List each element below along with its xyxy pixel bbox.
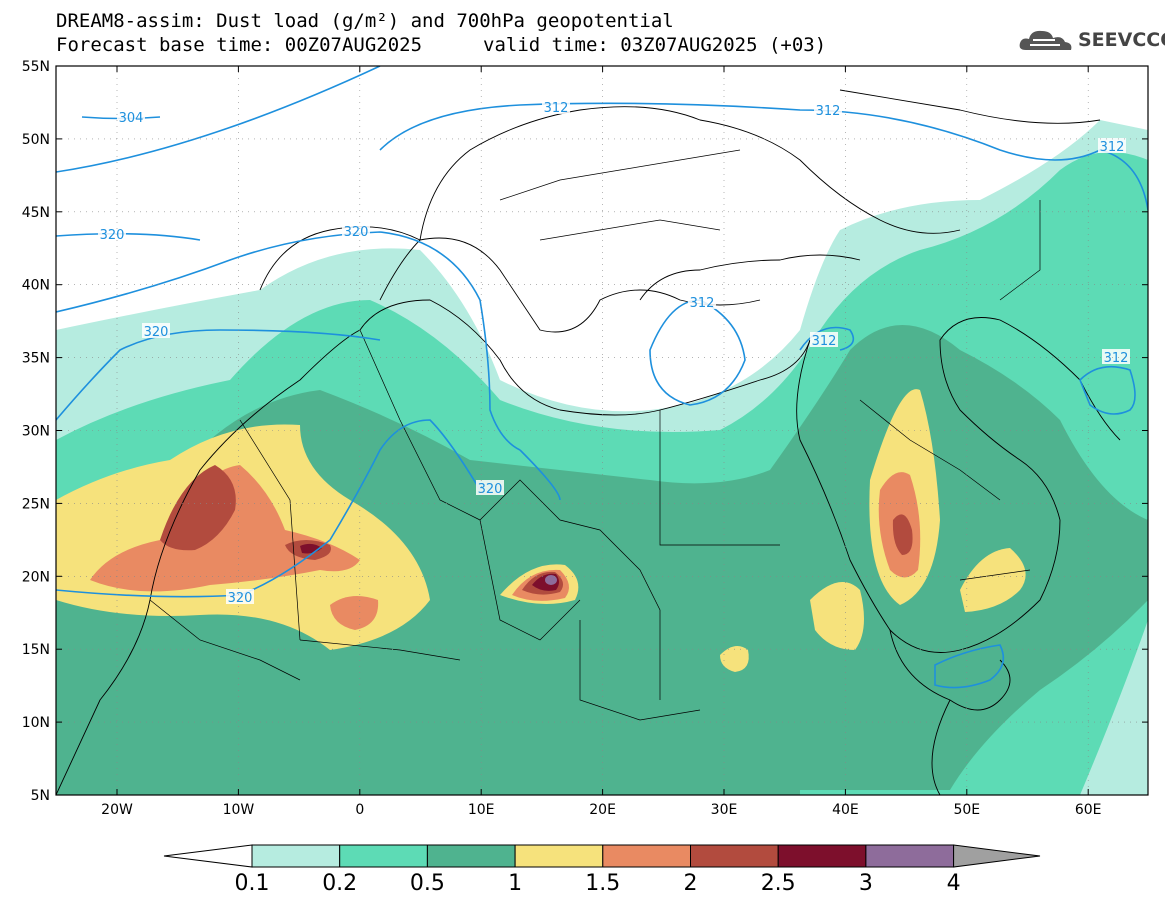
latitude-labels: 55N 50N 45N 40N 35N 30N 25N 20N 15N 10N 5N [22, 59, 1148, 804]
dust-level-0.5 [56, 325, 1148, 795]
lon-label: 30E [711, 802, 738, 818]
colorbar-min-arrow [163, 844, 253, 868]
dust-level-3 [545, 575, 557, 585]
colorbar-max-arrow [953, 844, 1041, 868]
colorbar-label: 0.2 [322, 871, 357, 896]
colorbar-label: 4 [947, 871, 961, 896]
lon-label: 10E [468, 802, 495, 818]
contour-label: 320 [144, 325, 169, 340]
lat-label: 40N [22, 278, 50, 294]
chart-title: DREAM8-assim: Dust load (g/m²) and 700hP… [56, 10, 674, 32]
longitude-labels: 20W 10W 0 10E 20E 30E 40E 50E 60E [101, 66, 1102, 818]
colorbar-swatch [690, 844, 779, 868]
dust-level-1.5 [330, 596, 379, 630]
colorbar-swatch [251, 844, 341, 868]
coastlines [56, 89, 1121, 795]
colorbar-label: 2 [684, 871, 698, 896]
colorbar: 0.1 0.2 0.5 1 1.5 2 2.5 3 4 [163, 844, 1041, 896]
contour-label: 320 [100, 228, 125, 243]
colorbar-label: 0.5 [410, 871, 445, 896]
colorbar-label: 1.5 [585, 871, 620, 896]
lat-label: 45N [22, 205, 50, 221]
colorbar-label: 1 [508, 871, 522, 896]
colorbar-swatch [339, 844, 428, 868]
dust-level-1 [810, 582, 864, 650]
contour-label: 312 [690, 296, 715, 311]
lat-label: 55N [22, 59, 50, 75]
colorbar-swatch [777, 844, 867, 868]
contour-label: 320 [344, 225, 369, 240]
lon-label: 20W [101, 802, 133, 818]
colorbar-label: 2.5 [761, 871, 796, 896]
dust-level-1 [720, 646, 749, 672]
contour-label: 320 [478, 482, 503, 497]
graticule [56, 66, 1148, 795]
contour-label: 320 [228, 591, 253, 606]
contour-label: 304 [119, 111, 144, 126]
contour-labels: 304 312 312 312 312 312 312 320 320 320 320 320 [98, 99, 1130, 606]
map-field: 304 312 312 312 312 312 312 320 320 320 320 320 [56, 66, 1148, 795]
lat-label: 15N [22, 642, 50, 658]
colorbar-label: 0.1 [235, 871, 270, 896]
lon-label: 0 [355, 802, 364, 818]
colorbar-swatch [514, 844, 604, 868]
colorbar-swatch [865, 844, 955, 868]
lat-label: 20N [22, 569, 50, 585]
lon-label: 10W [223, 802, 255, 818]
dust-level-1.5 [90, 465, 360, 592]
dust-level-2 [160, 465, 236, 551]
valid-time: valid time: 03Z07AUG2025 (+03) [483, 34, 827, 56]
lon-label: 20E [589, 802, 616, 818]
contour-label: 312 [1100, 140, 1125, 155]
seevccc-logo: SEEVCCC [1018, 26, 1165, 54]
colorbar-swatch [426, 844, 516, 868]
borders [149, 149, 1041, 721]
colorbar-swatch [602, 844, 691, 868]
cloud-icon [1019, 30, 1072, 50]
lon-label: 50E [953, 802, 980, 818]
lat-label: 50N [22, 132, 50, 148]
lat-label: 10N [22, 715, 50, 731]
lon-label: 60E [1075, 802, 1102, 818]
lat-label: 25N [22, 496, 50, 512]
logo-text: SEEVCCC [1078, 29, 1165, 51]
contour-label: 312 [812, 334, 837, 349]
contour-label: 312 [816, 104, 841, 119]
dust-level-2 [892, 514, 913, 555]
lat-label: 5N [31, 788, 50, 804]
lat-label: 30N [22, 424, 50, 440]
lat-label: 35N [22, 351, 50, 367]
contour-label: 312 [1104, 351, 1129, 366]
lon-label: 40E [832, 802, 859, 818]
dust-level-1 [960, 548, 1026, 612]
base-time: Forecast base time: 00Z07AUG2025 [56, 34, 423, 56]
contour-label: 312 [544, 101, 569, 116]
colorbar-label: 3 [859, 871, 873, 896]
